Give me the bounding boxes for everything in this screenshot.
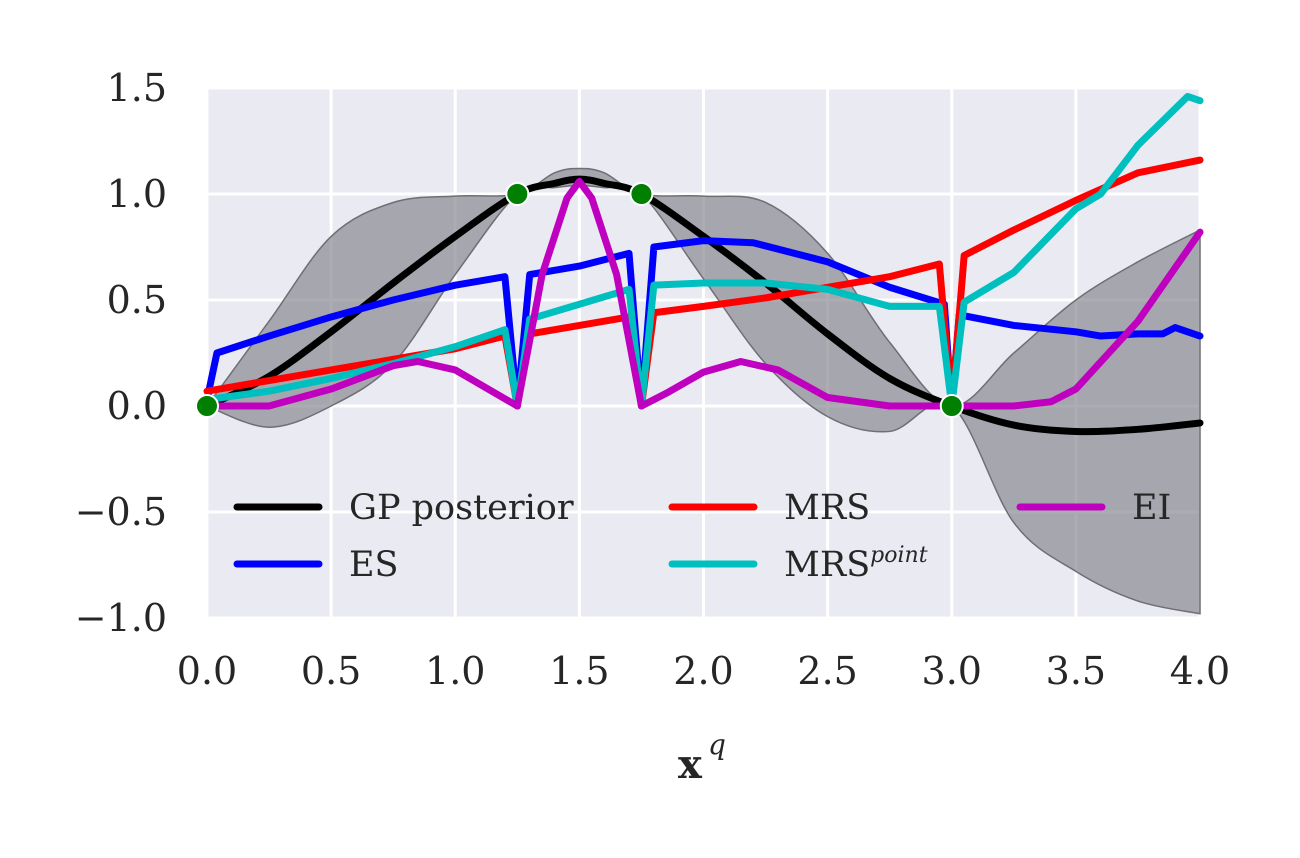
x-tick-label: 0.0: [177, 649, 237, 693]
x-tick-label: 0.5: [301, 649, 361, 693]
grid-lines: [205, 86, 1202, 620]
legend: GP posterior ES MRS MRSpoint EI: [233, 488, 1171, 585]
legend-label: EI: [1132, 488, 1171, 528]
y-tick-label: 0.0: [107, 384, 167, 428]
legend-label: GP posterior: [349, 488, 574, 528]
x-axis-label-superscript: q: [708, 728, 726, 761]
x-tick-labels: 0.0 0.5 1.0 1.5 2.0 2.5 3.0 3.5 4.0: [177, 649, 1230, 693]
observation-point: [629, 182, 654, 206]
gp-uncertainty-band: [205, 167, 1201, 615]
x-tick-label: 2.5: [797, 649, 857, 693]
observation-point: [505, 182, 530, 206]
y-tick-labels: 1.5 1.0 0.5 0.0 −0.5 −1.0: [75, 66, 167, 640]
y-tick-label: 1.0: [107, 172, 167, 216]
observation-point: [939, 394, 964, 418]
uncertainty-band-layer: [205, 167, 1201, 615]
series-line-mrs-point: [203, 92, 1204, 410]
y-tick-label: 0.5: [107, 278, 167, 322]
x-tick-label: 1.5: [549, 649, 609, 693]
x-tick-label: 1.0: [425, 649, 485, 693]
series-line-es: [203, 237, 1204, 410]
x-tick-label: 4.0: [1170, 649, 1230, 693]
legend-label: MRSpoint: [784, 543, 928, 585]
y-tick-label: −1.0: [75, 596, 167, 640]
legend-label: ES: [349, 545, 399, 585]
x-axis-label: x: [678, 741, 703, 788]
series-line-ei: [203, 177, 1204, 410]
x-tick-label: 2.0: [673, 649, 733, 693]
observation-points-layer: [195, 182, 964, 418]
observation-point: [195, 394, 219, 418]
y-tick-label: 1.5: [107, 66, 167, 110]
x-tick-label: 3.0: [922, 649, 982, 693]
series-layer: [203, 92, 1204, 436]
legend-label: MRS: [784, 488, 870, 528]
y-tick-label: −0.5: [75, 490, 167, 534]
x-tick-label: 3.5: [1046, 649, 1106, 693]
